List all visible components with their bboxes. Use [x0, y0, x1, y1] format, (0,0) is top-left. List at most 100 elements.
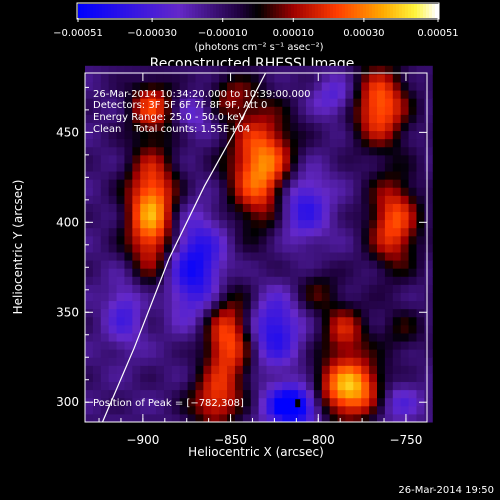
heatmap-cell: [353, 98, 362, 107]
heatmap-cell: [219, 114, 228, 123]
heatmap-cell: [353, 179, 362, 188]
heatmap-cell: [100, 187, 110, 196]
heatmap-cell: [116, 397, 125, 407]
heatmap-cell: [298, 300, 307, 310]
heatmap-cell: [424, 187, 433, 196]
colorbar-tick-label: −0.00010: [198, 28, 248, 39]
heatmap-cell: [313, 251, 323, 261]
colorbar-swatch: [342, 4, 346, 18]
heatmap-cell: [234, 397, 244, 407]
heatmap-cell: [195, 122, 204, 132]
heatmap-cell: [156, 114, 165, 123]
heatmap-cell: [92, 292, 102, 302]
heatmap-cell: [377, 106, 386, 115]
heatmap-cell: [124, 219, 133, 229]
heatmap-cell: [408, 268, 417, 277]
heatmap-cell: [234, 171, 244, 180]
heatmap-cell: [195, 413, 204, 423]
heatmap-cell: [250, 243, 260, 253]
heatmap-cell: [392, 154, 402, 164]
heatmap-cell: [353, 300, 362, 310]
colorbar-swatch: [201, 4, 205, 18]
y-tick-label: 450: [56, 125, 79, 139]
heatmap-cell: [313, 187, 323, 196]
heatmap-cell: [416, 203, 425, 213]
heatmap-cell: [163, 268, 173, 277]
heatmap-cell: [140, 114, 149, 123]
heatmap-cell: [384, 308, 394, 318]
heatmap-cell: [171, 171, 181, 180]
heatmap-cell: [219, 195, 228, 204]
heatmap-cell: [313, 308, 323, 318]
heatmap-cell: [171, 373, 181, 383]
heatmap-cell: [116, 171, 125, 180]
heatmap-cell: [187, 413, 196, 423]
heatmap-cell: [92, 341, 102, 350]
heatmap-cell: [400, 373, 410, 383]
heatmap-cell: [242, 122, 252, 132]
heatmap-cell: [361, 381, 370, 391]
heatmap-cell: [148, 243, 157, 253]
heatmap-cell: [321, 300, 331, 310]
heatmap-cell: [258, 389, 268, 399]
heatmap-image: [85, 65, 433, 423]
heatmap-cell: [250, 381, 260, 391]
heatmap-cell: [242, 413, 252, 423]
heatmap-cell: [132, 154, 141, 164]
heatmap-cell: [282, 341, 291, 350]
colorbar-swatch: [300, 4, 304, 18]
heatmap-cell: [219, 90, 228, 99]
heatmap-cell: [321, 292, 331, 302]
heatmap-cell: [408, 179, 417, 188]
heatmap-cell: [337, 162, 346, 172]
heatmap-cell: [132, 316, 141, 326]
heatmap-cell: [424, 203, 433, 213]
heatmap-cell: [384, 138, 394, 148]
heatmap-cell: [163, 122, 173, 132]
heatmap-cell: [124, 324, 133, 334]
heatmap-cell: [179, 146, 189, 156]
heatmap-cell: [211, 171, 220, 180]
heatmap-cell: [290, 227, 299, 237]
heatmap-cell: [195, 171, 204, 180]
heatmap-cell: [227, 260, 236, 269]
heatmap-cell: [424, 243, 433, 253]
heatmap-cell: [274, 195, 283, 204]
heatmap-cell: [203, 203, 212, 213]
heatmap-cell: [313, 146, 323, 156]
heatmap-cell: [203, 154, 212, 164]
heatmap-cell: [171, 162, 181, 172]
heatmap-cell: [369, 203, 378, 213]
heatmap-cell: [203, 268, 212, 277]
heatmap-cell: [156, 195, 165, 204]
heatmap-cell: [116, 122, 125, 132]
heatmap-cell: [219, 203, 228, 213]
colorbar-swatch: [249, 4, 253, 18]
heatmap-cell: [353, 341, 362, 350]
heatmap-cell: [148, 389, 157, 399]
heatmap-cell: [298, 332, 307, 342]
heatmap-cell: [305, 405, 315, 415]
heatmap-cell: [242, 235, 252, 245]
heatmap-cell: [156, 341, 165, 350]
heatmap-cell: [234, 341, 244, 350]
heatmap-cell: [345, 195, 354, 204]
heatmap-cell: [353, 114, 362, 123]
heatmap-cell: [392, 138, 402, 148]
heatmap-cell: [305, 397, 315, 407]
heatmap-cell: [361, 284, 370, 293]
heatmap-cell: [85, 195, 94, 204]
heatmap-cell: [274, 332, 283, 342]
heatmap-cell: [282, 381, 291, 391]
heatmap-cell: [408, 73, 417, 83]
heatmap-cell: [132, 357, 141, 366]
heatmap-cell: [266, 179, 275, 188]
heatmap-cell: [258, 154, 268, 164]
heatmap-cell: [156, 365, 165, 374]
heatmap-cell: [242, 405, 252, 415]
heatmap-cell: [321, 260, 331, 269]
heatmap-cell: [400, 171, 410, 180]
heatmap-cell: [400, 251, 410, 261]
heatmap-cell: [416, 243, 425, 253]
heatmap-cell: [179, 405, 189, 415]
